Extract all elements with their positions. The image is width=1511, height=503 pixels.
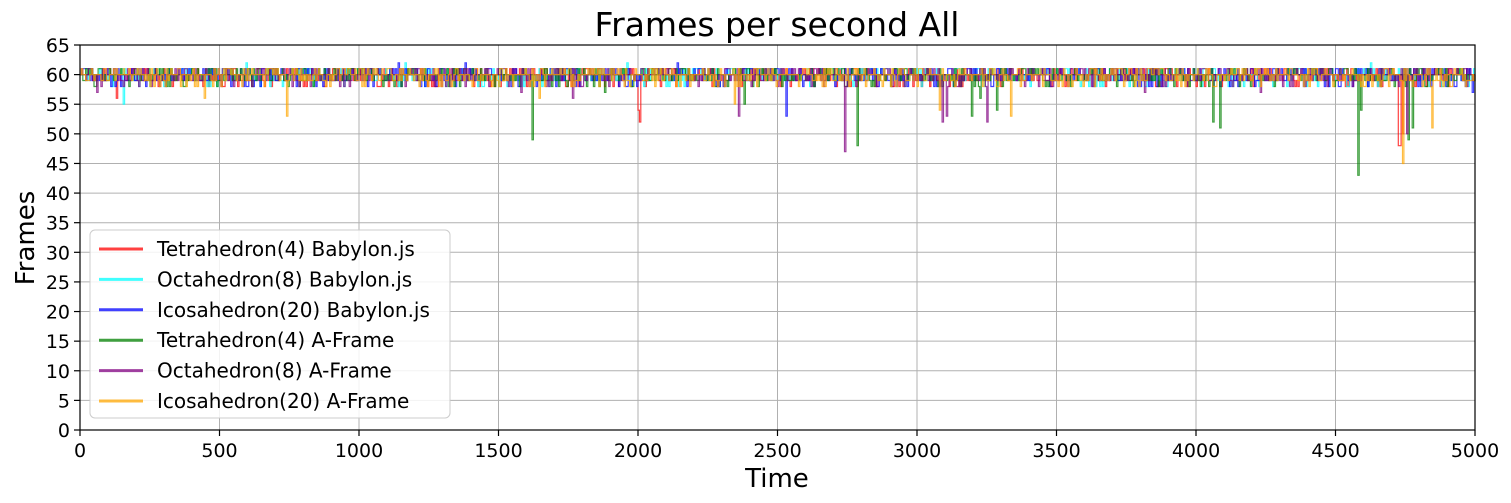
x-tick-label: 4000 (1172, 440, 1220, 462)
x-tick-label: 0 (74, 440, 86, 462)
y-tick-label: 45 (46, 153, 70, 175)
x-axis-label: Time (744, 464, 809, 494)
x-tick-label: 3000 (893, 440, 941, 462)
y-tick-label: 55 (46, 94, 70, 116)
y-tick-label: 30 (46, 242, 70, 264)
legend-label: Octahedron(8) Babylon.js (157, 267, 412, 291)
legend-box (89, 229, 451, 419)
legend: Tetrahedron(4) Babylon.js Octahedron(8) B… (89, 229, 451, 419)
legend-label: Tetrahedron(4) Babylon.js (156, 237, 415, 261)
y-tick-label: 60 (46, 65, 70, 87)
legend-label: Icosahedron(20) Babylon.js (157, 298, 430, 322)
x-tick-label: 2500 (753, 440, 801, 462)
chart-title: Frames per second All (595, 5, 960, 44)
y-axis-label: Frames (11, 191, 41, 286)
y-tick-label: 65 (46, 35, 70, 57)
y-tick-label: 50 (46, 124, 70, 146)
y-tick-label: 40 (46, 183, 70, 205)
series-line-6 (80, 68, 1476, 165)
x-tick-label: 500 (201, 440, 237, 462)
x-tick-label: 1000 (335, 440, 383, 462)
x-tick-label: 2000 (614, 440, 662, 462)
y-tick-label: 25 (46, 272, 70, 294)
x-tick-label: 1500 (474, 440, 522, 462)
y-tick-label: 10 (46, 361, 70, 383)
y-tick-label: 0 (58, 420, 70, 442)
axis-ticks: 0 500 1000 1500 2000 2500 3000 3500 4000 4500 5000… (46, 35, 1499, 462)
x-tick-label: 5000 (1451, 440, 1499, 462)
legend-label: Octahedron(8) A-Frame (157, 359, 392, 383)
legend-label: Icosahedron(20) A-Frame (157, 389, 409, 413)
x-tick-label: 4500 (1311, 440, 1359, 462)
legend-label: Tetrahedron(4) A-Frame (156, 328, 394, 352)
y-tick-label: 5 (58, 390, 70, 412)
y-tick-label: 35 (46, 213, 70, 235)
series-layer (80, 62, 1476, 176)
x-tick-label: 3500 (1032, 440, 1080, 462)
y-tick-label: 15 (46, 331, 70, 353)
y-tick-label: 20 (46, 302, 70, 324)
